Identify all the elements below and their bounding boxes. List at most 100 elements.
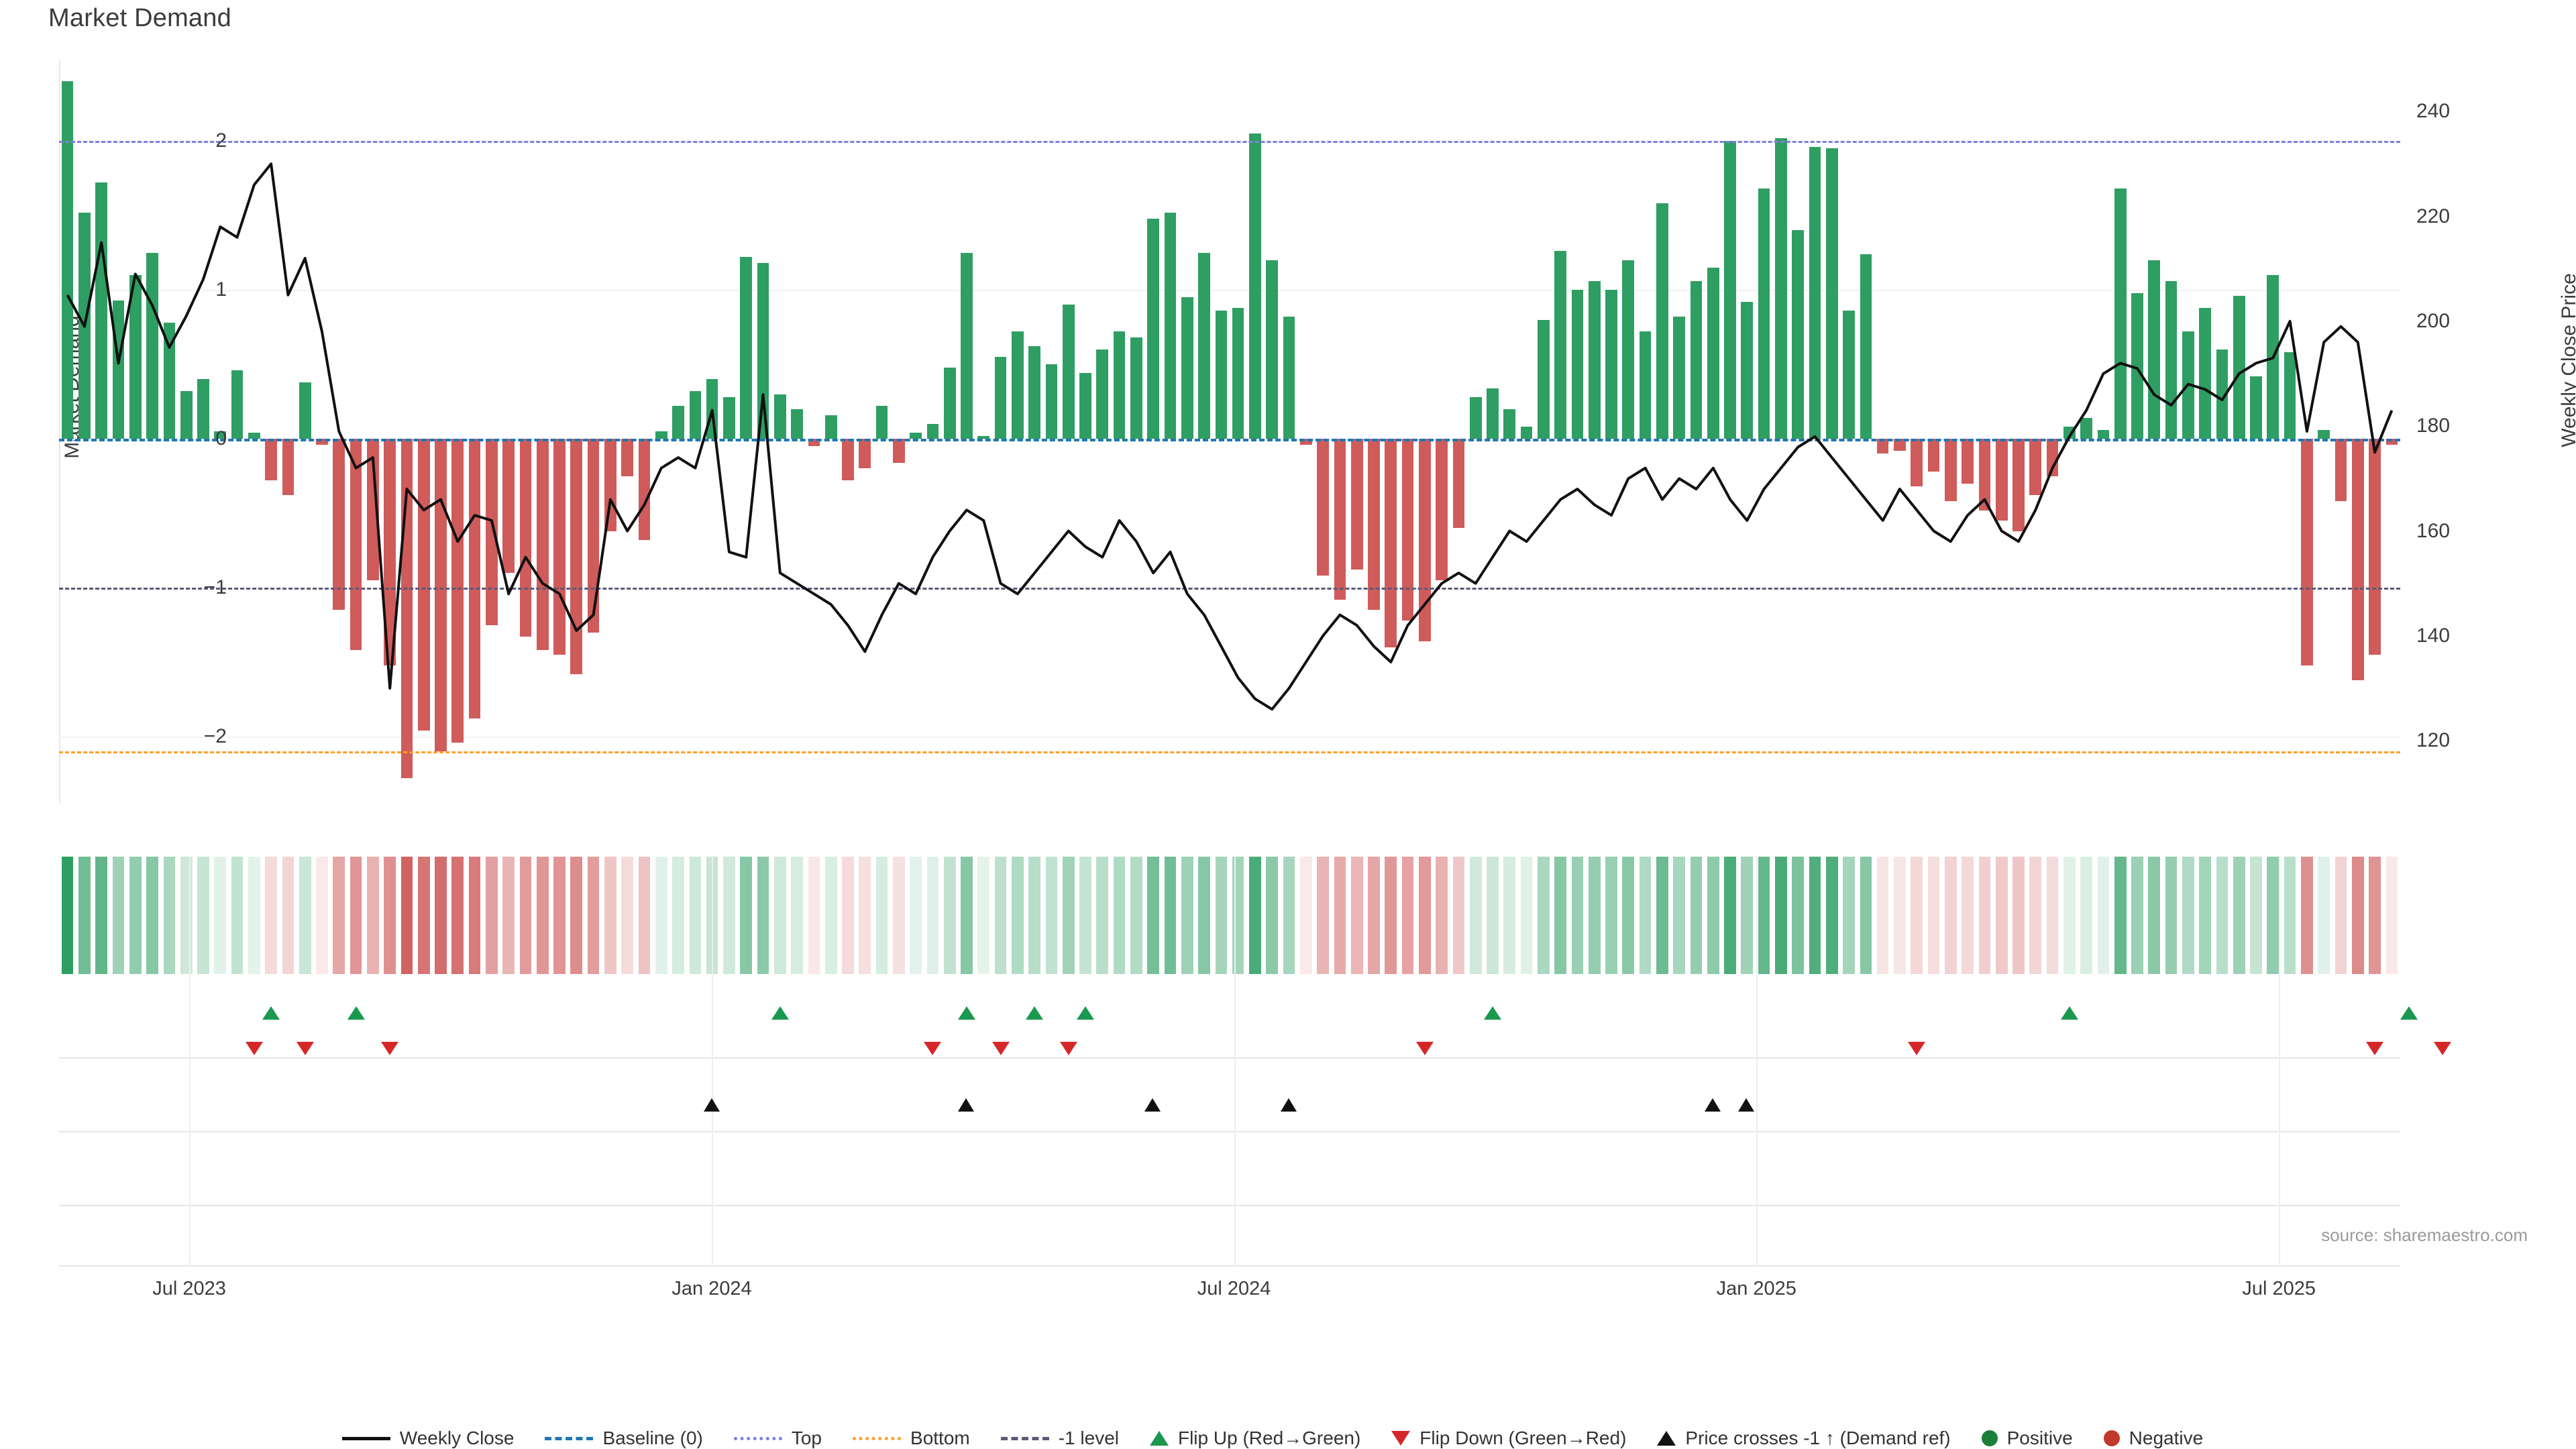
demand-bar bbox=[1571, 290, 1584, 439]
heat-strip-bar bbox=[1690, 857, 1703, 974]
heat-strip-bar bbox=[1350, 857, 1363, 974]
heat-strip-bar bbox=[910, 857, 922, 974]
demand-bar bbox=[536, 439, 549, 651]
heat-strip-bar bbox=[1911, 857, 1923, 974]
legend-item[interactable]: Top bbox=[733, 1428, 822, 1449]
heat-strip-bar bbox=[824, 857, 837, 974]
demand-bar bbox=[214, 431, 227, 439]
heat-strip-bar bbox=[2012, 857, 2025, 974]
legend-item-label: Price crosses -1 ↑ (Demand ref) bbox=[1685, 1428, 1951, 1448]
demand-bar bbox=[1350, 439, 1363, 570]
heat-strip-bar bbox=[2233, 857, 2245, 974]
source-note: source: sharemaestro.com bbox=[2321, 1225, 2528, 1245]
heat-strip-bar bbox=[1317, 857, 1329, 974]
demand-bar bbox=[61, 81, 74, 439]
heat-strip-bar bbox=[2369, 857, 2381, 974]
legend-item[interactable]: Flip Down (Green→Red) bbox=[1391, 1428, 1626, 1449]
heat-strip-bar bbox=[1809, 857, 1821, 974]
heat-strip-bar bbox=[1487, 857, 1499, 974]
demand-bar bbox=[910, 433, 922, 439]
dotted-line-icon bbox=[733, 1436, 782, 1440]
legend-item[interactable]: Positive bbox=[1981, 1428, 2073, 1449]
heat-strip-bar bbox=[672, 857, 684, 974]
price-cross-marker bbox=[1738, 1098, 1755, 1112]
dotted-line-icon bbox=[853, 1436, 902, 1440]
heat-strip-bar bbox=[1469, 857, 1482, 974]
heat-strip-bar bbox=[316, 857, 328, 974]
heat-strip-bar bbox=[2029, 857, 2042, 974]
demand-bar bbox=[977, 435, 990, 439]
demand-bar bbox=[1995, 439, 2008, 521]
flip-up-marker bbox=[958, 1006, 975, 1020]
demand-bar bbox=[2318, 429, 2330, 439]
demand-bar bbox=[1622, 260, 1635, 439]
legend-item[interactable]: Bottom bbox=[853, 1428, 970, 1449]
flip-up-marker bbox=[262, 1006, 280, 1020]
heat-strip-bar bbox=[1860, 857, 1872, 974]
demand-bar bbox=[2029, 439, 2042, 496]
heat-strip-bar bbox=[2080, 857, 2092, 974]
demand-bar bbox=[740, 257, 753, 439]
heat-strip-bar bbox=[536, 857, 549, 974]
demand-bar bbox=[1436, 439, 1448, 580]
heat-strip-bar bbox=[1283, 857, 1295, 974]
demand-bar bbox=[1062, 305, 1075, 439]
demand-bar bbox=[265, 439, 277, 481]
legend-item-label: Top bbox=[791, 1428, 822, 1448]
heat-strip-bar bbox=[875, 857, 888, 974]
demand-bar bbox=[2148, 260, 2161, 439]
demand-bar bbox=[1096, 349, 1109, 439]
heat-strip-bar bbox=[1096, 857, 1109, 974]
demand-bar bbox=[1758, 189, 1770, 439]
legend-item-label: Weekly Close bbox=[399, 1428, 515, 1448]
heat-strip-bar bbox=[994, 857, 1007, 974]
demand-bar bbox=[2114, 189, 2127, 439]
demand-bar bbox=[1249, 133, 1261, 439]
heat-strip-bar bbox=[1588, 857, 1601, 974]
legend-item[interactable]: Negative bbox=[2103, 1428, 2203, 1449]
demand-bar bbox=[231, 370, 244, 439]
legend-item[interactable]: Price crosses -1 ↑ (Demand ref) bbox=[1657, 1428, 1951, 1449]
demand-bar bbox=[95, 182, 108, 439]
demand-bar bbox=[502, 439, 515, 573]
demand-bar bbox=[316, 439, 328, 445]
heat-strip-bar bbox=[1741, 857, 1754, 974]
legend-item[interactable]: Baseline (0) bbox=[545, 1428, 703, 1449]
demand-bar bbox=[1299, 439, 1312, 445]
demand-bar bbox=[1588, 280, 1601, 439]
heat-strip-bar bbox=[367, 857, 379, 974]
y-axis-right-tick-label: 180 bbox=[2416, 415, 2451, 437]
heat-strip-bar bbox=[1368, 857, 1380, 974]
demand-bar bbox=[417, 439, 430, 731]
demand-bar bbox=[2012, 439, 2025, 531]
demand-bar bbox=[435, 439, 447, 752]
price-cross-marker bbox=[958, 1098, 974, 1112]
heat-strip-bar bbox=[1571, 857, 1584, 974]
demand-bar bbox=[875, 406, 888, 439]
heat-strip-bar bbox=[1249, 857, 1261, 974]
demand-bar bbox=[248, 433, 260, 439]
heat-strip-bar bbox=[1792, 857, 1805, 974]
legend-item[interactable]: Flip Up (Red→Green) bbox=[1149, 1428, 1360, 1449]
heat-strip-bar bbox=[1825, 857, 1838, 974]
heat-strip-bar bbox=[1843, 857, 1855, 974]
demand-bar bbox=[129, 274, 142, 439]
dashed-line-icon bbox=[545, 1436, 594, 1440]
demand-bar bbox=[943, 367, 956, 439]
heat-strip-bar bbox=[1503, 857, 1516, 974]
legend-item[interactable]: -1 level bbox=[1000, 1428, 1119, 1449]
y-axis-right-tick-label: 140 bbox=[2416, 624, 2451, 647]
heat-strip-bar bbox=[265, 857, 277, 974]
legend-item[interactable]: Weekly Close bbox=[341, 1428, 515, 1449]
heat-strip-bar bbox=[1520, 857, 1533, 974]
heat-strip-bar bbox=[1198, 857, 1210, 974]
triangle-up-icon bbox=[1657, 1431, 1676, 1446]
demand-bar bbox=[486, 439, 498, 625]
heat-strip-bar bbox=[384, 857, 396, 974]
demand-bar bbox=[519, 439, 532, 637]
demand-bar bbox=[655, 431, 667, 439]
demand-bar bbox=[1707, 267, 1719, 439]
flip-up-marker bbox=[1026, 1006, 1044, 1020]
demand-bar bbox=[2284, 352, 2296, 439]
baseline-reference-line bbox=[59, 439, 2400, 442]
